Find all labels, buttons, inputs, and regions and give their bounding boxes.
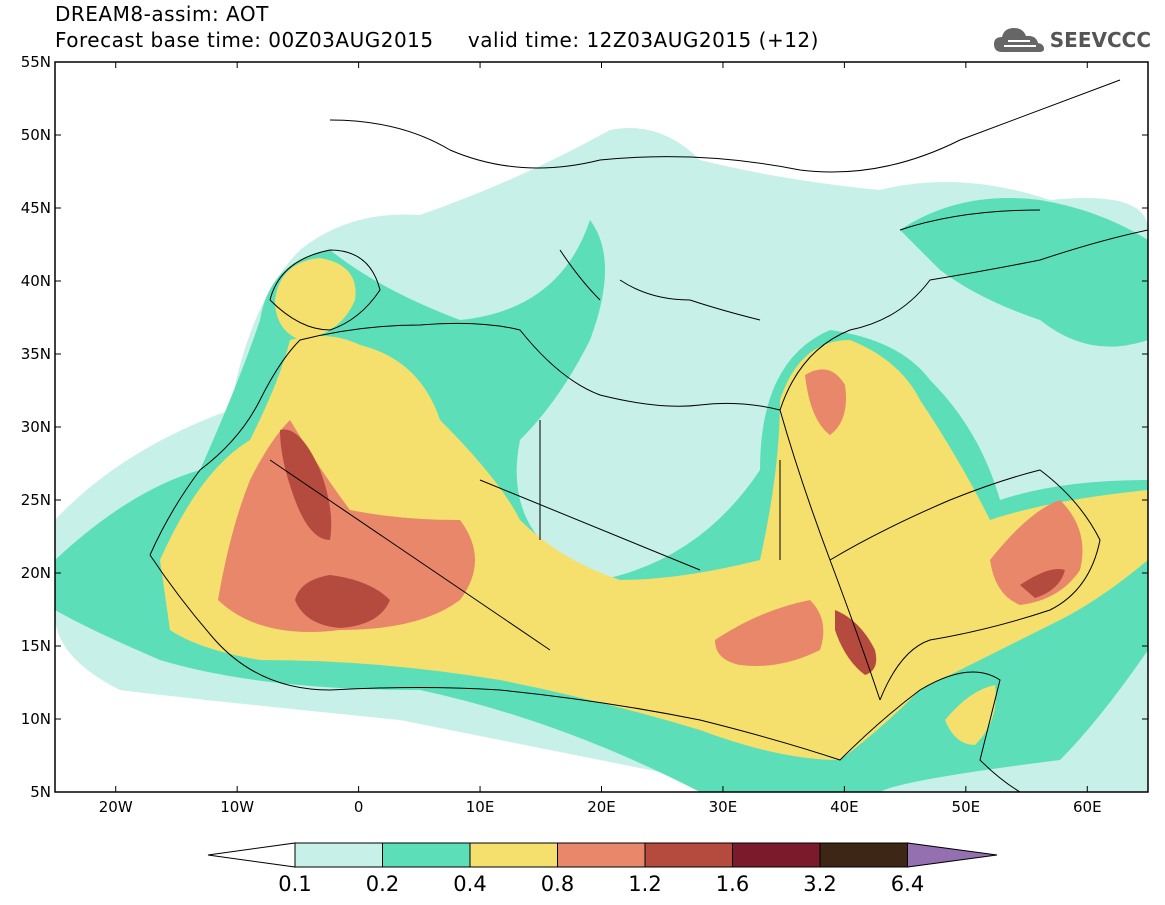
aot-level-0.8-sinai (805, 369, 846, 435)
colorbar-label: 1.6 (716, 872, 749, 896)
y-tick-label: 20N (21, 564, 51, 582)
colorbar-box (732, 842, 821, 868)
colorbar: 0.1 0.2 0.4 0.8 1.2 1.6 3.2 6.4 (207, 842, 998, 896)
colorbar-box (382, 842, 471, 868)
colorbar-label: 3.2 (803, 872, 836, 896)
coastlines (149, 79, 1148, 792)
x-tick-label: 50E (952, 798, 981, 816)
colorbar-above-triangle (907, 842, 998, 868)
aot-level-0.8 (218, 420, 475, 632)
aot-level-1.2 (295, 575, 390, 628)
y-tick-label: 10N (21, 710, 51, 728)
y-tick-label: 25N (21, 491, 51, 509)
colorbar-box (469, 842, 558, 868)
x-tick-label: 30E (709, 798, 738, 816)
colorbar-box (644, 842, 733, 868)
colorbar-label: 0.2 (366, 872, 399, 896)
x-tick-label: 20E (587, 798, 616, 816)
cloud-icon (993, 28, 1044, 52)
x-tick-label: 10W (220, 798, 254, 816)
colorbar-box (294, 842, 383, 868)
colorbar-box (819, 842, 908, 868)
x-tick-label: 60E (1073, 798, 1102, 816)
y-tick-label: 55N (21, 53, 51, 71)
y-tick-label: 5N (30, 783, 51, 801)
y-tick-label: 30N (21, 418, 51, 436)
colorbar-box (557, 842, 646, 868)
valid-time: valid time: 12Z03AUG2015 (+12) (467, 28, 819, 52)
colorbar-below-triangle (207, 842, 296, 868)
x-tick-label: 20W (99, 798, 133, 816)
y-tick-label: 50N (21, 126, 51, 144)
map-title: DREAM8-assim: AOT (55, 2, 269, 26)
colorbar-label: 1.2 (628, 872, 661, 896)
aot-contours (55, 62, 1148, 792)
x-tick-label: 0 (354, 798, 364, 816)
seevccc-logo: SEEVCCC (992, 24, 1151, 56)
x-tick-label: 40E (830, 798, 859, 816)
aot-level-0.2-caspian (900, 198, 1148, 347)
axis-ticks: 20W 10W 0 10E 20E 30E 40E 50E 60E 55N 50N 45N 40N 35N… (21, 53, 1148, 816)
x-tick-label: 10E (466, 798, 495, 816)
y-tick-label: 45N (21, 199, 51, 217)
y-tick-label: 15N (21, 637, 51, 655)
colorbar-label: 0.4 (453, 872, 486, 896)
logo-text: SEEVCCC (1049, 28, 1151, 52)
aot-level-0.4 (160, 336, 1148, 760)
y-tick-label: 35N (21, 345, 51, 363)
colorbar-label: 6.4 (891, 872, 924, 896)
aot-level-1.2-oman (1020, 569, 1065, 598)
aot-level-0.4-horn (945, 685, 996, 745)
y-tick-label: 40N (21, 272, 51, 290)
forecast-times: Forecast base time: 00Z03AUG2015 valid t… (55, 28, 819, 52)
base-time: Forecast base time: 00Z03AUG2015 (55, 28, 434, 52)
colorbar-label: 0.1 (278, 872, 311, 896)
aot-level-0.8-sudan (715, 600, 824, 666)
colorbar-label: 0.8 (541, 872, 574, 896)
